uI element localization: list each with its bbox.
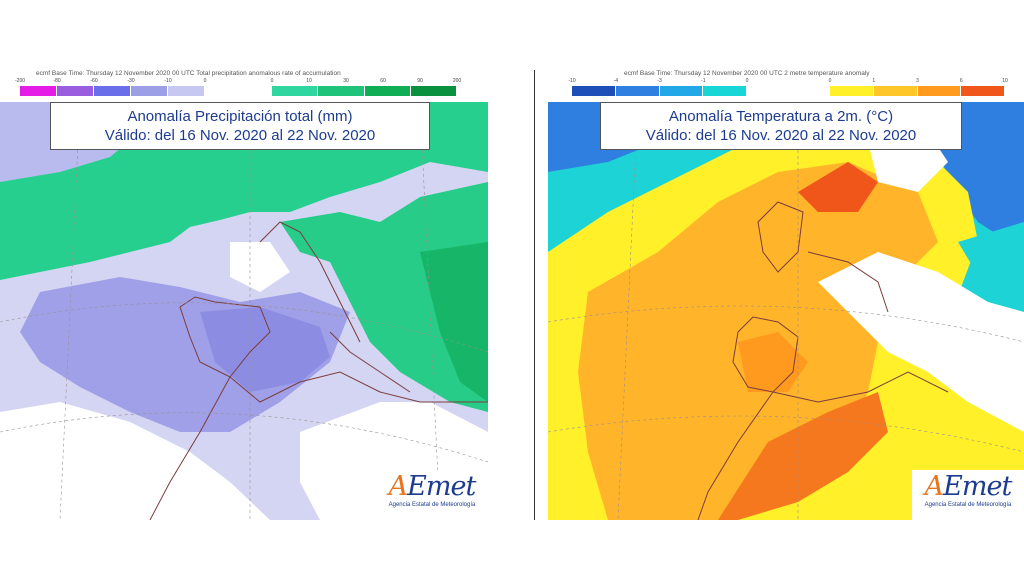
logo-subtitle: Agencia Estatal de Meteorología: [388, 502, 476, 508]
temperature-anomaly-map-panel: ecmf Base Time: Thursday 12 November 202…: [548, 66, 1024, 520]
legend-tick-label: 3: [916, 78, 919, 84]
map-validity: Válido: del 16 Nov. 2020 al 22 Nov. 2020: [645, 127, 917, 144]
logo-wordmark: AEmet: [924, 471, 1013, 502]
legend-swatch: [168, 86, 205, 96]
legend-tick-label: 1: [872, 78, 876, 84]
map-header: ecmf Base Time: Thursday 12 November 202…: [0, 66, 488, 102]
legend-tick-label: -1: [701, 78, 706, 84]
map-title-box: Anomalía Temperatura a 2m. (°C) Válido: …: [600, 102, 962, 150]
aemet-logo: AEmet Agencia Estatal de Meteorología: [376, 470, 488, 520]
legend-tick-label: 200: [452, 78, 462, 84]
legend-swatch: [94, 86, 131, 96]
legend-tick-label: 60: [380, 78, 386, 84]
legend-tick-label: 10: [306, 78, 312, 84]
legend-swatch: [917, 86, 962, 96]
precipitation-anomaly-map-panel: ecmf Base Time: Thursday 12 November 202…: [0, 66, 488, 520]
legend-swatch: [131, 86, 168, 96]
legend-negative-colorbar: -10 -4 -3 -1 0: [568, 78, 748, 96]
legend-tick-label: -30: [127, 78, 135, 84]
map-title-box: Anomalía Precipitación total (mm) Válido…: [50, 102, 430, 150]
map-header: ecmf Base Time: Thursday 12 November 202…: [548, 66, 1024, 102]
legend-tick-label: 0: [203, 78, 207, 84]
map-validity: Válido: del 16 Nov. 2020 al 22 Nov. 2020: [104, 127, 376, 144]
legend-tick-label: 0: [828, 78, 832, 84]
aemet-logo: AEmet Agencia Estatal de Meteorología: [912, 470, 1024, 520]
legend-tick-label: -3: [657, 78, 662, 84]
legend-tick-label: -60: [90, 78, 98, 84]
legend-swatch: [615, 86, 660, 96]
legend-positive-colorbar: 0 10 30 60 90 200: [271, 78, 461, 96]
legend-tick-label: -10: [164, 78, 172, 84]
legend-tick-label: -10: [568, 78, 576, 84]
logo-wordmark: AEmet: [388, 471, 477, 502]
precipitation-map: [0, 102, 488, 520]
legend-swatch: [659, 86, 704, 96]
legend-tick-label: 0: [270, 78, 274, 84]
temperature-map: [548, 102, 1024, 520]
legend-swatch: [272, 86, 319, 96]
legend-positive-colorbar: 0 1 3 6 10: [829, 78, 1008, 96]
map-title: Anomalía Temperatura a 2m. (°C): [668, 108, 894, 125]
legend-tick-label: 30: [343, 78, 349, 84]
legend-swatch: [57, 86, 94, 96]
legend-swatch: [873, 86, 918, 96]
legend-swatch: [364, 86, 411, 96]
legend-swatch: [961, 86, 1005, 96]
panel-divider: [534, 70, 535, 520]
header-text: ecmf Base Time: Thursday 12 November 202…: [36, 70, 341, 77]
legend-swatch: [20, 86, 57, 96]
map-title: Anomalía Precipitación total (mm): [127, 108, 353, 125]
legend-swatch: [572, 86, 616, 96]
legend-swatch: [830, 86, 874, 96]
logo-subtitle: Agencia Estatal de Meteorología: [924, 502, 1012, 508]
legend-swatch: [318, 86, 365, 96]
legend-tick-label: 0: [745, 78, 749, 84]
legend-swatch: [703, 86, 747, 96]
legend-negative-colorbar: -200 -80 -60 -30 -10 0: [15, 78, 206, 96]
legend-swatch: [410, 86, 457, 96]
legend-tick-label: 6: [959, 78, 963, 84]
legend-tick-label: 90: [417, 78, 423, 84]
header-text: ecmf Base Time: Thursday 12 November 202…: [624, 70, 870, 77]
legend-tick-label: 10: [1002, 78, 1008, 84]
legend-tick-label: -4: [613, 78, 618, 84]
legend-tick-label: -80: [53, 78, 61, 84]
legend-tick-label: -200: [14, 78, 26, 84]
